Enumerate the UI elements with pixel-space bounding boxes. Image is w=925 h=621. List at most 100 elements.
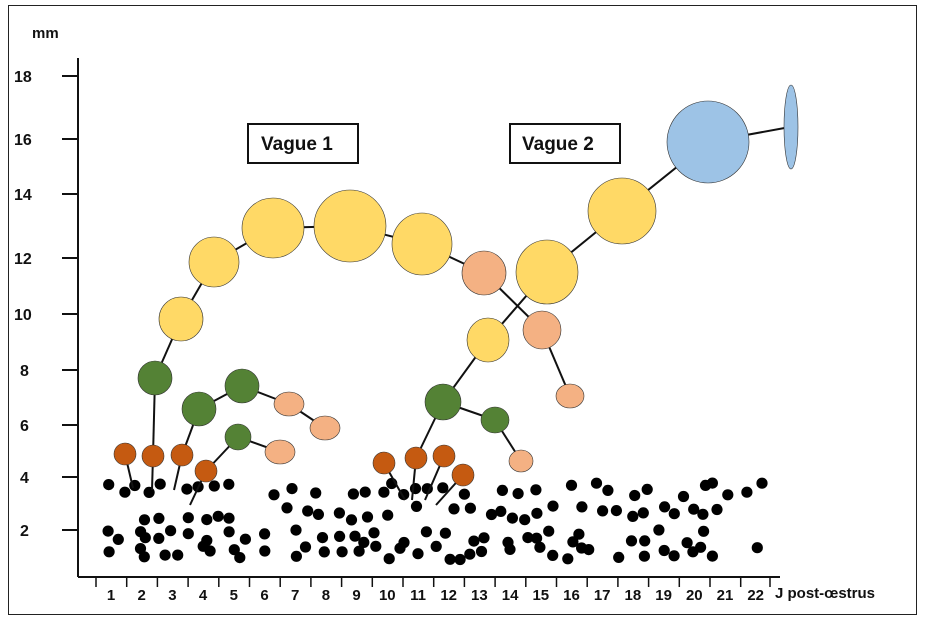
small-follicle xyxy=(530,484,542,496)
small-follicle xyxy=(316,532,329,544)
x-tick-label: 13 xyxy=(471,587,488,604)
selected-follicle xyxy=(224,368,260,404)
atretic-follicle xyxy=(461,250,507,296)
small-follicle xyxy=(119,486,131,498)
small-follicle xyxy=(153,512,165,525)
small-follicle xyxy=(543,525,555,537)
small-follicle xyxy=(756,477,768,489)
small-follicle xyxy=(547,549,559,562)
small-follicle xyxy=(448,503,460,515)
small-follicle xyxy=(722,489,734,501)
small-follicle xyxy=(496,484,508,496)
small-follicle xyxy=(602,484,614,496)
small-follicle xyxy=(420,526,432,538)
x-tick-label: 16 xyxy=(563,587,580,604)
x-tick-label: 7 xyxy=(291,587,299,604)
small-follicle xyxy=(153,532,165,545)
wave-2-box xyxy=(509,123,621,164)
small-follicle xyxy=(345,514,358,526)
small-follicle xyxy=(165,525,177,537)
dominant-follicle xyxy=(188,236,240,288)
small-follicle xyxy=(103,479,115,491)
small-follicle xyxy=(138,551,150,563)
selected-follicle xyxy=(137,360,173,396)
small-follicle xyxy=(349,530,361,542)
small-follicle xyxy=(310,487,322,499)
x-tick-label: 11 xyxy=(410,587,426,604)
small-follicle xyxy=(299,541,312,553)
small-follicle xyxy=(681,537,693,549)
recruited-follicle xyxy=(451,463,475,487)
small-follicle xyxy=(468,535,480,547)
small-follicle xyxy=(565,479,578,491)
small-follicle xyxy=(464,548,476,560)
small-follicle xyxy=(359,486,371,498)
selected-follicle xyxy=(424,383,462,421)
small-follicle xyxy=(464,502,476,514)
x-tick-label: 20 xyxy=(686,587,703,604)
small-follicle xyxy=(629,489,641,502)
small-follicle xyxy=(336,546,348,558)
small-follicle xyxy=(212,510,224,522)
preovulatory-follicle xyxy=(666,100,750,184)
small-follicle xyxy=(458,488,470,500)
x-tick-label: 2 xyxy=(138,587,146,604)
y-tick-label: 6 xyxy=(20,418,29,435)
recruited-follicle xyxy=(432,444,456,468)
y-unit-label: mm xyxy=(32,25,59,42)
small-follicle xyxy=(531,532,543,544)
recruited-follicle xyxy=(141,444,165,468)
small-follicle xyxy=(547,500,559,512)
atretic-follicle xyxy=(264,439,296,465)
small-follicle xyxy=(239,533,251,545)
x-tick-label: 12 xyxy=(440,587,457,604)
small-follicle xyxy=(437,482,449,494)
small-follicle xyxy=(112,533,124,546)
x-tick-label: 4 xyxy=(199,587,208,604)
small-follicle xyxy=(711,503,723,516)
small-follicle xyxy=(512,488,524,500)
small-follicle xyxy=(627,510,639,522)
recruited-follicle xyxy=(372,451,396,475)
small-follicle xyxy=(383,553,395,565)
dominant-follicle xyxy=(241,197,305,259)
small-follicle xyxy=(172,549,184,561)
small-follicle xyxy=(610,505,623,517)
small-follicle xyxy=(223,526,235,538)
y-tick-label: 16 xyxy=(14,132,32,149)
small-follicle xyxy=(204,545,216,557)
y-tick-label: 10 xyxy=(14,307,32,324)
selected-follicle xyxy=(181,391,217,427)
y-tick-label: 2 xyxy=(20,523,29,540)
small-follicle xyxy=(139,532,151,544)
small-follicle xyxy=(597,505,609,517)
x-ticks: 1 2 3 4 5 6 7 8 9 10 11 12 13 14 15 16 17 18 19 20 21 22 xyxy=(95,577,771,604)
dominant-follicle xyxy=(313,189,387,263)
small-follicle xyxy=(485,508,498,521)
small-follicle xyxy=(410,500,423,512)
small-follicle xyxy=(475,545,488,558)
small-follicle xyxy=(259,545,271,557)
x-tick-label: 14 xyxy=(502,587,519,604)
y-tick-label: 18 xyxy=(14,69,32,86)
small-follicle xyxy=(181,483,193,495)
small-follicle xyxy=(504,543,516,556)
x-tick-label: 15 xyxy=(532,587,549,604)
wave-2-label: Vague 2 xyxy=(522,134,594,155)
atretic-follicle xyxy=(273,391,305,417)
small-follicle xyxy=(302,505,314,517)
x-tick-label: 8 xyxy=(322,587,330,604)
small-follicle xyxy=(478,532,490,544)
small-follicle xyxy=(495,505,507,517)
small-follicle xyxy=(668,508,680,520)
small-follicle xyxy=(378,486,390,498)
small-follicle xyxy=(590,477,603,489)
x-tick-label: 3 xyxy=(168,587,176,604)
small-follicle xyxy=(394,542,406,554)
y-tick-label: 14 xyxy=(14,187,32,204)
small-follicle xyxy=(409,483,422,495)
small-follicle xyxy=(223,478,235,490)
small-follicle xyxy=(358,536,370,549)
x-tick-label: 10 xyxy=(379,587,396,604)
